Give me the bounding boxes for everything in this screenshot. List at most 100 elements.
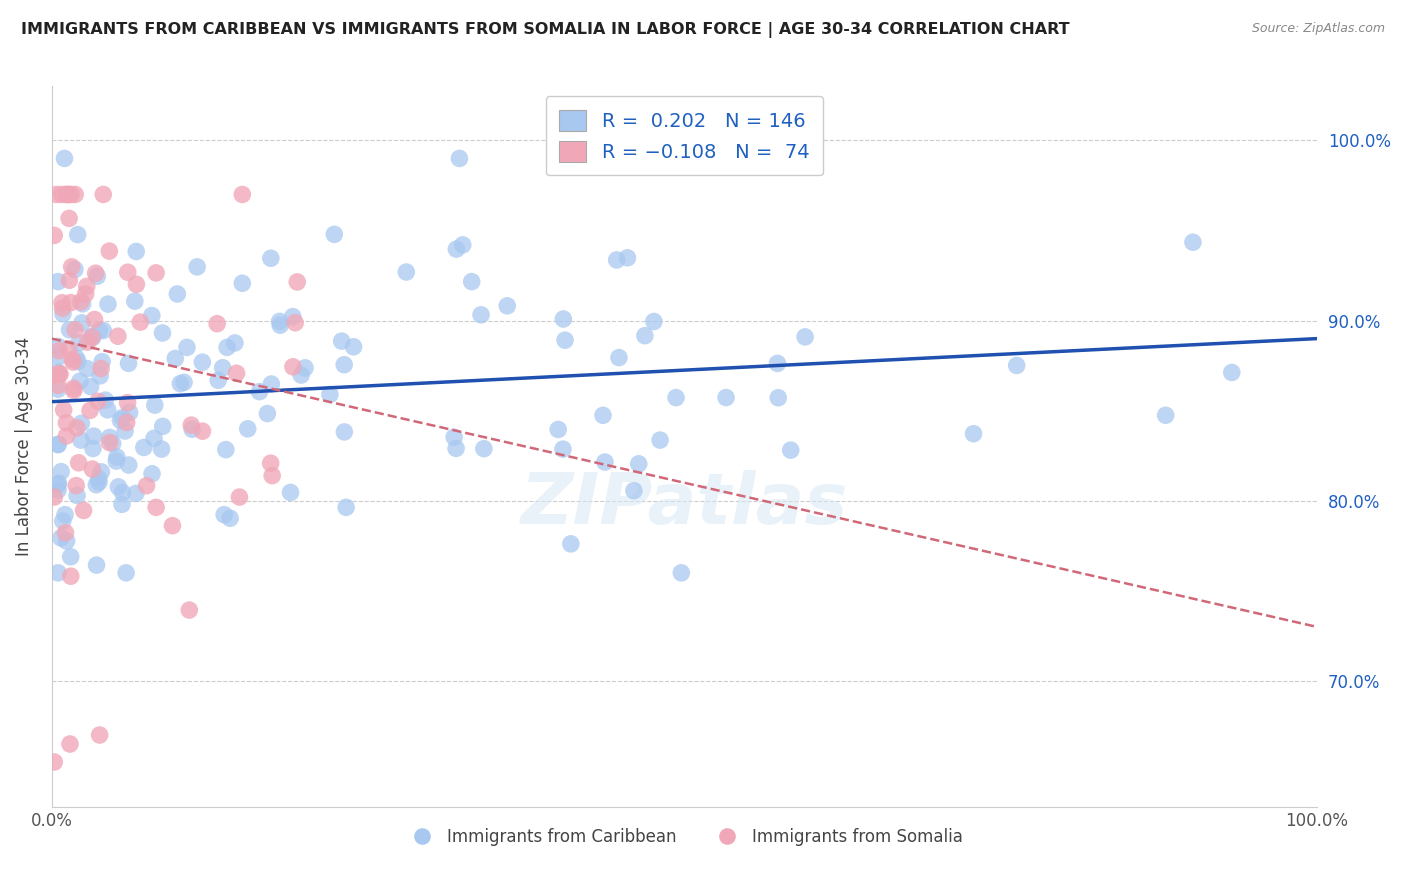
Point xyxy=(55,534,77,549)
Point xyxy=(249,384,271,399)
Point xyxy=(342,340,364,354)
Point xyxy=(46,365,69,379)
Point xyxy=(115,566,138,580)
Point xyxy=(46,339,69,353)
Point xyxy=(330,334,353,348)
Point xyxy=(256,407,278,421)
Point xyxy=(262,468,284,483)
Point xyxy=(70,417,93,431)
Point xyxy=(145,266,167,280)
Point xyxy=(58,211,80,226)
Point xyxy=(48,343,70,358)
Point xyxy=(118,405,141,419)
Point xyxy=(62,381,84,395)
Point xyxy=(180,418,202,433)
Point xyxy=(228,490,250,504)
Point xyxy=(231,187,253,202)
Point xyxy=(105,450,128,464)
Point xyxy=(46,382,69,396)
Point xyxy=(60,260,83,274)
Point xyxy=(53,508,76,522)
Point xyxy=(84,266,107,280)
Point xyxy=(87,475,110,489)
Point xyxy=(166,287,188,301)
Point xyxy=(449,152,471,166)
Point xyxy=(205,317,228,331)
Point xyxy=(179,603,201,617)
Point xyxy=(125,244,148,259)
Point xyxy=(79,379,101,393)
Point xyxy=(634,328,657,343)
Point xyxy=(44,368,66,382)
Point xyxy=(46,437,69,451)
Point xyxy=(118,458,141,472)
Point xyxy=(553,312,575,326)
Point xyxy=(98,430,121,444)
Point xyxy=(117,356,139,370)
Point xyxy=(67,336,90,351)
Point xyxy=(97,402,120,417)
Point xyxy=(59,549,82,564)
Point xyxy=(55,416,77,430)
Point xyxy=(114,424,136,438)
Point xyxy=(55,187,77,202)
Point xyxy=(66,421,89,435)
Point xyxy=(80,330,103,344)
Point xyxy=(560,537,582,551)
Point xyxy=(260,456,283,470)
Point xyxy=(779,443,801,458)
Point xyxy=(75,287,97,301)
Point xyxy=(335,500,357,515)
Point xyxy=(111,410,134,425)
Point xyxy=(48,367,70,381)
Point xyxy=(472,442,495,456)
Point xyxy=(117,395,139,409)
Point xyxy=(76,279,98,293)
Point xyxy=(212,508,235,522)
Point xyxy=(145,500,167,515)
Point xyxy=(333,358,356,372)
Point xyxy=(101,436,124,450)
Point xyxy=(46,483,69,497)
Point xyxy=(150,442,173,456)
Point xyxy=(69,374,91,388)
Point xyxy=(593,455,616,469)
Point xyxy=(97,297,120,311)
Point xyxy=(55,429,77,443)
Point xyxy=(65,478,87,492)
Point xyxy=(89,728,111,742)
Point xyxy=(52,307,75,321)
Point xyxy=(83,429,105,443)
Point xyxy=(443,430,465,444)
Point xyxy=(115,416,138,430)
Point xyxy=(58,342,80,356)
Point xyxy=(66,488,89,502)
Point xyxy=(962,426,984,441)
Point xyxy=(285,275,308,289)
Point xyxy=(714,391,737,405)
Point xyxy=(224,335,246,350)
Point xyxy=(63,323,86,337)
Point xyxy=(269,314,291,328)
Point xyxy=(446,242,468,256)
Point xyxy=(45,187,67,202)
Point xyxy=(82,442,104,456)
Point xyxy=(94,393,117,408)
Point xyxy=(51,301,73,316)
Point xyxy=(643,314,665,328)
Point xyxy=(665,391,688,405)
Point xyxy=(105,454,128,468)
Point xyxy=(82,462,104,476)
Point xyxy=(98,244,121,259)
Point xyxy=(89,324,111,338)
Point xyxy=(49,465,72,479)
Point xyxy=(63,187,86,202)
Point xyxy=(59,295,82,310)
Point xyxy=(58,273,80,287)
Point xyxy=(125,277,148,292)
Point xyxy=(592,409,614,423)
Point xyxy=(173,376,195,390)
Text: Source: ZipAtlas.com: Source: ZipAtlas.com xyxy=(1251,22,1385,36)
Point xyxy=(53,152,76,166)
Point xyxy=(59,569,82,583)
